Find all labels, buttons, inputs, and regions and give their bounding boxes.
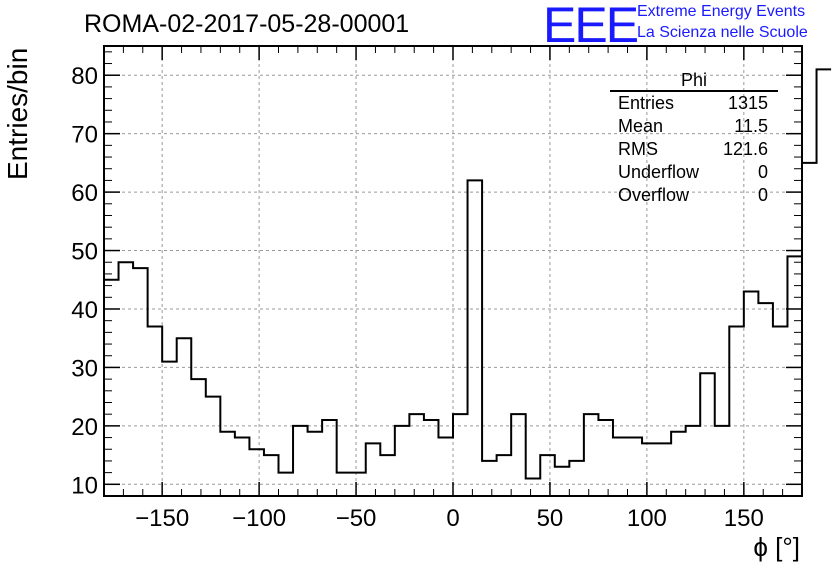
histogram-bin (671, 432, 686, 496)
x-tick-label: 0 (446, 505, 459, 532)
stats-row-mean: Mean 11.5 (610, 115, 778, 138)
histogram-bin (511, 414, 526, 496)
histogram-bin (787, 256, 802, 496)
x-tick-label: −100 (232, 505, 286, 532)
y-tick-label: 20 (71, 414, 98, 441)
histogram-bin (409, 414, 424, 496)
histogram-bin (497, 455, 512, 496)
stats-title: Phi (610, 70, 778, 92)
histogram-bin (220, 432, 235, 496)
histogram-bin (453, 414, 468, 496)
histogram-bin (438, 438, 453, 496)
histogram-bin (308, 432, 323, 496)
stats-value: 11.5 (734, 116, 768, 136)
histogram-bin (177, 338, 192, 496)
histogram-bin (715, 426, 730, 496)
histogram-bin (686, 426, 701, 496)
histogram-bin (584, 414, 599, 496)
histogram-bin (773, 327, 788, 496)
histogram-bin (395, 426, 410, 496)
y-tick-label: 10 (71, 472, 98, 499)
chart-title: ROMA-02-2017-05-28-00001 (84, 10, 410, 38)
y-tick-label: 60 (71, 180, 98, 207)
histogram-bin (293, 426, 308, 496)
logo-caption-line1: Extreme Energy Events (637, 3, 806, 20)
histogram-bin (235, 438, 250, 496)
y-tick-label: 50 (71, 239, 98, 266)
histogram-bin (162, 362, 177, 496)
eee-logo: EEE (543, 0, 639, 53)
stats-label: RMS (618, 139, 658, 159)
histogram-bin (104, 280, 119, 496)
stats-row-overflow: Overflow 0 (610, 184, 778, 207)
x-axis-label: ϕ [°] (753, 532, 800, 562)
histogram-bin (758, 303, 773, 496)
histogram-bin (613, 438, 628, 496)
histogram-bin (802, 163, 817, 496)
grid-lines (104, 46, 802, 496)
histogram-bin (526, 478, 541, 496)
y-tick-label: 40 (71, 297, 98, 324)
stats-value: 1315 (727, 93, 768, 113)
histogram-bin (133, 268, 148, 496)
histogram-bin (700, 373, 715, 496)
histogram-bin (148, 327, 163, 496)
logo-caption-line2: La Scienza nelle Scuole (637, 24, 808, 41)
histogram-bin (729, 327, 744, 496)
x-tick-label: −150 (135, 505, 189, 532)
y-tick-label: 80 (71, 63, 98, 90)
histogram-bin (468, 180, 483, 496)
stats-box: Phi Entries 1315 Mean 11.5 RMS 121.6 Und… (610, 70, 778, 207)
x-tick-label: 150 (724, 505, 764, 532)
histogram-bin (540, 455, 555, 496)
histogram-bin (642, 443, 657, 496)
stats-label: Mean (618, 116, 664, 136)
histogram-bin (119, 262, 134, 496)
stats-value: 121.6 (722, 139, 768, 159)
histogram-bin (482, 461, 497, 496)
histogram-bin (206, 397, 221, 496)
x-tick-label: −50 (336, 505, 377, 532)
stats-label: Overflow (618, 185, 690, 205)
histogram-outline (104, 68, 832, 480)
stats-value: 0 (757, 162, 768, 182)
x-axis-ticks: −150 −100 −50 0 50 100 150 (122, 46, 784, 532)
histogram-bin (555, 467, 570, 496)
y-tick-label: 70 (71, 122, 98, 149)
histogram-bin (628, 438, 643, 496)
histogram-bin (380, 455, 395, 496)
stats-row-rms: RMS 121.6 (610, 138, 778, 161)
histogram-bin (191, 379, 206, 496)
histogram-bin (569, 461, 584, 496)
x-tick-label: 100 (627, 505, 667, 532)
stats-row-entries: Entries 1315 (610, 92, 778, 115)
y-axis-label: Entries/bin (2, 47, 33, 180)
stats-row-underflow: Underflow 0 (610, 161, 778, 184)
stats-label: Entries (618, 93, 675, 113)
y-tick-label: 30 (71, 355, 98, 382)
histogram-bin (817, 69, 832, 496)
histogram-bin (366, 443, 381, 496)
stats-value: 0 (757, 185, 768, 205)
histogram-bin (744, 291, 759, 496)
histogram-bin (657, 443, 672, 496)
stats-label: Underflow (618, 162, 700, 182)
histogram-bin (249, 449, 264, 496)
histogram-bin (264, 455, 279, 496)
y-axis-ticks: 10 20 30 40 50 60 70 80 (71, 51, 802, 499)
x-tick-label: 50 (537, 505, 564, 532)
